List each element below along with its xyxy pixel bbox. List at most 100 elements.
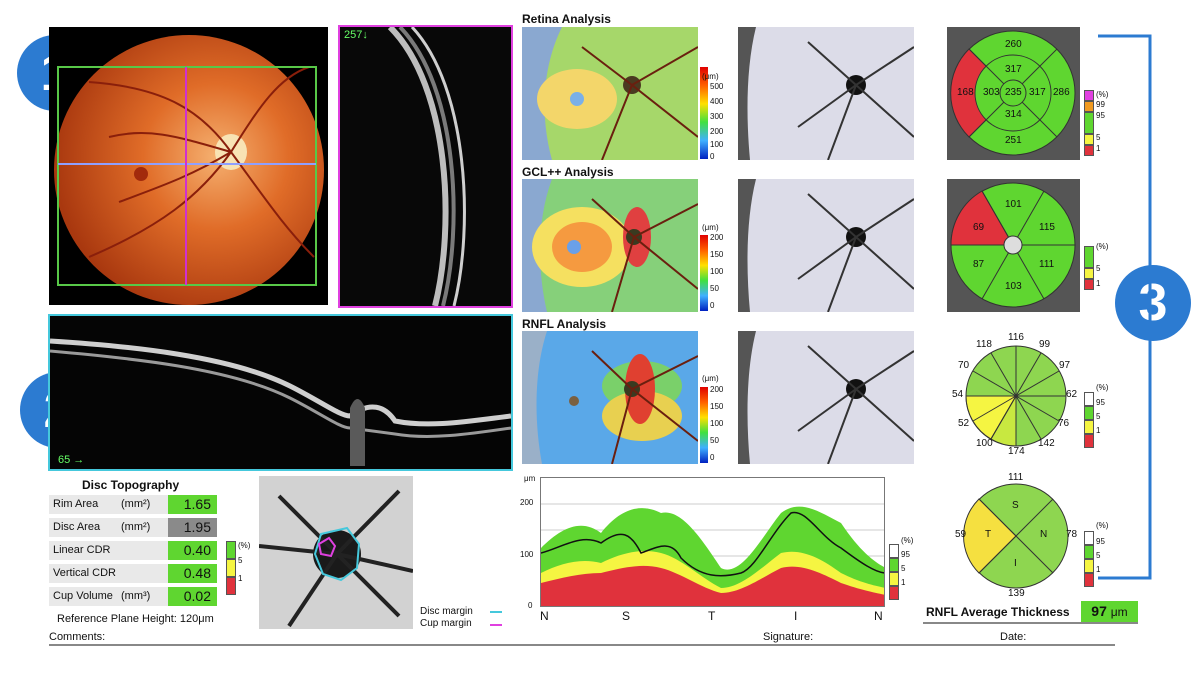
disc-area-row: Disc Area (mm²) bbox=[49, 518, 169, 537]
quadrant-scale-95: 95 bbox=[1096, 537, 1105, 546]
retina-etdrs-superior: 260 bbox=[1005, 39, 1022, 50]
quadrant-label-i: I bbox=[1014, 558, 1017, 569]
gcl-sector-inferior: 103 bbox=[1005, 281, 1022, 292]
retina-thickness-map[interactable] bbox=[522, 27, 698, 160]
clock-scale bbox=[1084, 392, 1094, 448]
tsnit-label-i: I bbox=[794, 609, 798, 623]
fundus-photo[interactable] bbox=[49, 27, 328, 305]
clock-9: 54 bbox=[952, 389, 964, 400]
gcl-sector-chart[interactable]: 101 69 115 87 111 103 bbox=[947, 179, 1080, 312]
disc-topography-title: Disc Topography bbox=[82, 478, 180, 492]
rnfl-cb-200: 200 bbox=[710, 385, 724, 394]
quadrant-scale-unit: (%) bbox=[1096, 521, 1109, 530]
retina-etdrs-scale bbox=[1084, 90, 1094, 156]
rnfl-clock-chart[interactable]: 116 99 97 62 76 142 174 100 52 54 70 118 bbox=[950, 330, 1082, 462]
rnfl-average-label: RNFL Average Thickness bbox=[926, 605, 1070, 619]
retina-analysis-title: Retina Analysis bbox=[522, 12, 611, 26]
disc-margin-swatch bbox=[490, 611, 502, 613]
linear-cdr-row: Linear CDR bbox=[49, 541, 169, 560]
retina-cb-100: 100 bbox=[710, 140, 724, 149]
tsnit-label-n2: N bbox=[874, 609, 883, 623]
clock-scale-unit: (%) bbox=[1096, 383, 1109, 392]
cup-volume-unit: (mm³) bbox=[121, 590, 151, 602]
rnfl-unit: (μm) bbox=[702, 374, 719, 383]
clock-6: 174 bbox=[1008, 446, 1025, 457]
rim-area-value: 1.65 bbox=[168, 495, 217, 514]
linear-cdr-label: Linear CDR bbox=[53, 544, 111, 556]
quadrant-scale-5: 5 bbox=[1096, 551, 1101, 560]
rnfl-average-unit: μm bbox=[1110, 605, 1128, 619]
clock-3: 62 bbox=[1066, 389, 1078, 400]
cup-volume-value: 0.02 bbox=[168, 587, 217, 606]
gcl-thickness-map[interactable] bbox=[522, 179, 698, 312]
rnfl-average-value: 97 bbox=[1091, 603, 1107, 619]
cup-margin-label: Cup margin bbox=[420, 618, 472, 629]
rnfl-quadrant-chart[interactable]: 111 78 139 59 S N I T bbox=[950, 470, 1082, 602]
retina-etdrs-inferior: 251 bbox=[1005, 135, 1022, 146]
rim-area-label: Rim Area bbox=[53, 498, 99, 510]
bscan-horizontal[interactable]: 65 → bbox=[48, 314, 513, 471]
gcl-sector-inf-temporal: 87 bbox=[973, 259, 985, 270]
retina-etdrs-outer-nasal: 286 bbox=[1053, 87, 1070, 98]
gcl-cb-200: 200 bbox=[710, 233, 724, 242]
retina-etdrs-chart[interactable]: 260 317 168 303 235 317 286 314 251 bbox=[947, 27, 1080, 160]
retina-deviation-grid[interactable] bbox=[738, 27, 914, 160]
date-label: Date: bbox=[1000, 631, 1027, 643]
rnfl-thickness-map[interactable] bbox=[522, 331, 698, 464]
linear-cdr-value: 0.40 bbox=[168, 541, 217, 560]
comments-label: Comments: bbox=[49, 631, 106, 643]
clock-7: 100 bbox=[976, 438, 993, 449]
retina-etdrs-inner-inferior: 314 bbox=[1005, 109, 1022, 120]
optic-disc-image[interactable] bbox=[259, 476, 413, 629]
disc-scale-1: 1 bbox=[238, 574, 243, 583]
bscan-vertical[interactable]: 257↓ bbox=[338, 25, 513, 308]
tsnit-scale-95: 95 bbox=[901, 550, 910, 559]
retina-cb-300: 300 bbox=[710, 112, 724, 121]
retina-etdrs-scale-99: 99 bbox=[1096, 100, 1105, 109]
bscan-vertical-label: 257↓ bbox=[344, 29, 368, 41]
retina-etdrs-inner-superior: 317 bbox=[1005, 64, 1022, 75]
disc-area-label: Disc Area bbox=[53, 521, 101, 533]
gcl-cb-50: 50 bbox=[710, 284, 719, 293]
retina-etdrs-scale-95: 95 bbox=[1096, 111, 1105, 120]
vertical-cdr-value: 0.48 bbox=[168, 564, 217, 583]
retina-cb-200: 200 bbox=[710, 127, 724, 136]
clock-4: 76 bbox=[1058, 418, 1070, 429]
disc-scale-5: 5 bbox=[238, 556, 243, 565]
clock-8: 52 bbox=[958, 418, 970, 429]
clock-11: 118 bbox=[976, 339, 992, 350]
quadrant-label-n: N bbox=[1040, 529, 1048, 540]
vertical-cdr-label: Vertical CDR bbox=[53, 567, 116, 579]
tsnit-tick-0: 0 bbox=[528, 601, 533, 610]
tsnit-label-n1: N bbox=[540, 609, 549, 623]
gcl-cb-0: 0 bbox=[710, 301, 715, 310]
gcl-sector-temporal: 69 bbox=[973, 222, 985, 233]
gcl-analysis-title: GCL++ Analysis bbox=[522, 165, 614, 179]
gcl-sector-scale bbox=[1084, 246, 1094, 290]
badge-3: 3 bbox=[1115, 265, 1191, 341]
rim-area-unit: (mm²) bbox=[121, 498, 151, 510]
clock-scale-1: 1 bbox=[1096, 426, 1101, 435]
rnfl-analysis-title: RNFL Analysis bbox=[522, 317, 607, 331]
gcl-deviation-grid[interactable] bbox=[738, 179, 914, 312]
quadrant-superior-value: 111 bbox=[1008, 472, 1024, 483]
retina-etdrs-center: 235 bbox=[1005, 87, 1022, 98]
retina-cb-400: 400 bbox=[710, 97, 724, 106]
retina-etdrs-scale-unit: (%) bbox=[1096, 90, 1109, 99]
tsnit-scale-5: 5 bbox=[901, 564, 906, 573]
gcl-sector-scale-5: 5 bbox=[1096, 264, 1101, 273]
rnfl-cb-0: 0 bbox=[710, 453, 715, 462]
quadrant-nasal-value: 78 bbox=[1066, 529, 1078, 540]
gcl-cb-100: 100 bbox=[710, 267, 724, 276]
tsnit-chart[interactable] bbox=[540, 477, 885, 607]
tsnit-tick-200: 200 bbox=[520, 498, 534, 507]
rnfl-deviation-grid[interactable] bbox=[738, 331, 914, 464]
gcl-cb-150: 150 bbox=[710, 250, 724, 259]
retina-etdrs-inner-temporal: 303 bbox=[983, 87, 1000, 98]
retina-etdrs-inner-nasal: 317 bbox=[1029, 87, 1046, 98]
clock-2: 97 bbox=[1059, 360, 1071, 371]
clock-10: 70 bbox=[958, 360, 970, 371]
disc-topography-scale bbox=[226, 541, 236, 595]
retina-unit: (μm) bbox=[702, 72, 719, 81]
retina-etdrs-scale-5: 5 bbox=[1096, 133, 1101, 142]
